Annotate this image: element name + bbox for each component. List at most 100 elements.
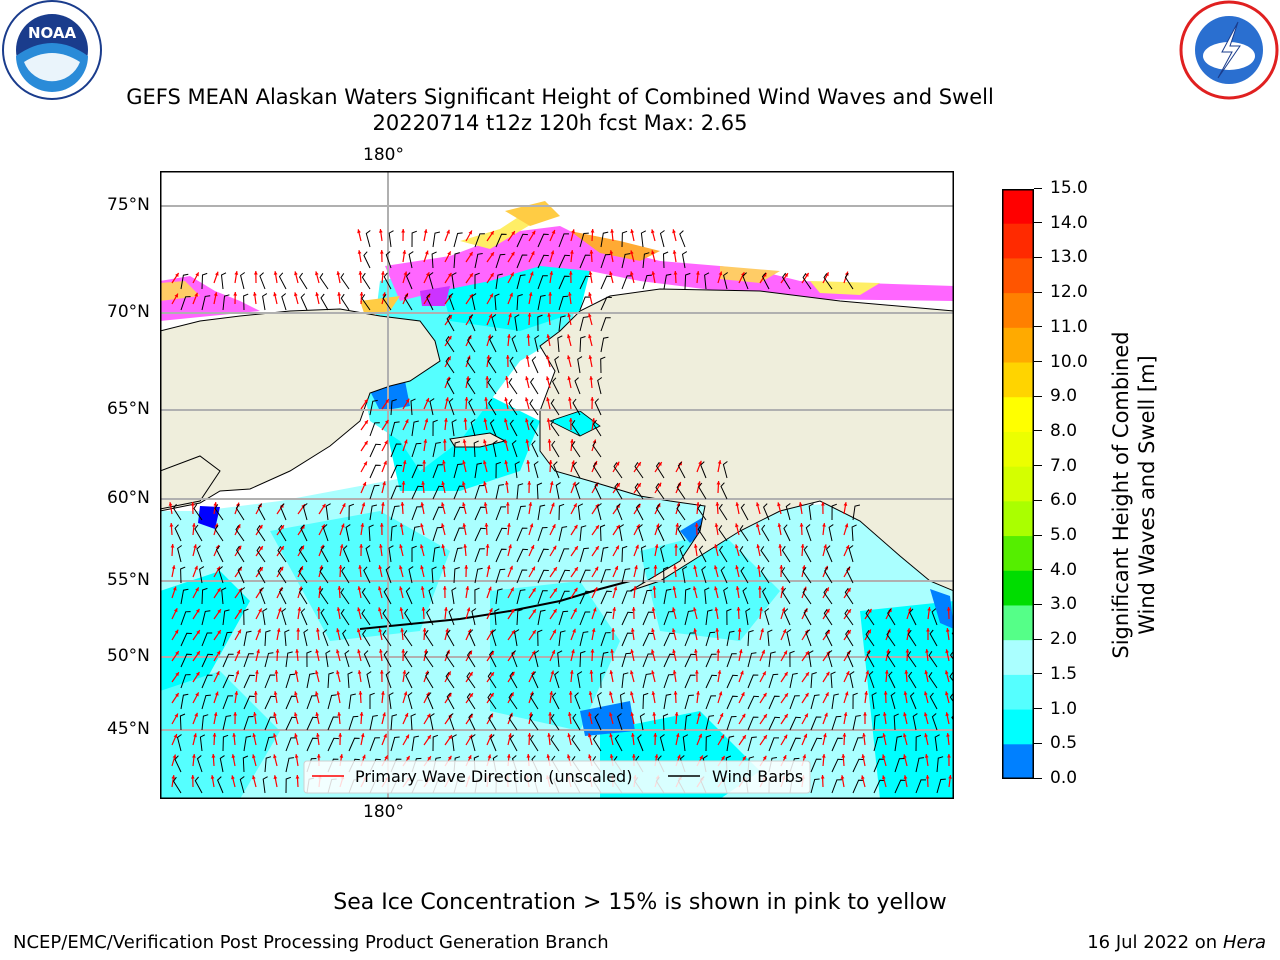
wind-barb bbox=[508, 714, 518, 731]
wind-barb bbox=[852, 758, 864, 773]
wave-direction-arrowhead bbox=[174, 713, 178, 718]
wind-barb bbox=[909, 608, 917, 626]
wind-barb bbox=[621, 545, 628, 563]
wind-barb bbox=[825, 629, 833, 647]
wave-direction-arrowhead bbox=[342, 503, 346, 508]
wind-barb bbox=[243, 608, 249, 626]
wind-barb bbox=[474, 567, 483, 584]
wave-direction-arrowhead bbox=[550, 670, 555, 675]
wave-direction-arrowhead bbox=[609, 250, 614, 254]
wind-barb bbox=[180, 273, 189, 290]
wind-barb bbox=[747, 652, 757, 668]
wave-direction-arrowhead bbox=[510, 272, 514, 277]
wind-barb bbox=[176, 734, 182, 752]
wave-direction-arrowhead bbox=[253, 271, 258, 275]
wave-direction-arrowhead bbox=[337, 292, 341, 296]
wind-barb bbox=[577, 671, 583, 689]
wind-barb bbox=[594, 713, 602, 731]
wind-barb bbox=[823, 608, 833, 626]
wind-barb bbox=[474, 485, 485, 500]
wave-direction-arrowhead bbox=[718, 691, 723, 696]
wind-barb bbox=[509, 419, 518, 437]
wave-direction-arrowhead bbox=[948, 775, 952, 779]
wind-barb bbox=[235, 525, 245, 542]
wind-barb bbox=[179, 713, 186, 731]
wind-barb bbox=[369, 443, 381, 458]
wind-barb bbox=[453, 567, 460, 584]
wave-direction-arrowhead bbox=[339, 544, 344, 548]
wind-barb bbox=[621, 632, 633, 647]
wind-barb bbox=[516, 589, 526, 605]
wave-direction-arrowhead bbox=[378, 565, 383, 570]
wave-direction-arrowhead bbox=[553, 609, 557, 613]
wave-direction-arrowhead bbox=[421, 607, 426, 611]
wave-direction-arrowhead bbox=[845, 671, 850, 676]
wave-direction-arrowhead bbox=[945, 649, 949, 654]
wave-direction-arrowhead bbox=[571, 649, 575, 654]
wave-direction-arrowhead bbox=[531, 251, 535, 256]
wind-barb bbox=[929, 629, 938, 647]
wind-barb bbox=[718, 545, 728, 563]
wave-direction-arrowhead bbox=[924, 712, 928, 717]
wind-barb bbox=[600, 632, 611, 647]
wave-direction-arrowhead bbox=[611, 628, 615, 632]
wind-barb bbox=[180, 611, 191, 626]
wind-barb bbox=[222, 653, 234, 668]
wind-barb bbox=[873, 736, 883, 752]
wave-direction-arrowhead bbox=[444, 607, 448, 611]
wind-barb bbox=[660, 545, 665, 563]
wave-direction-arrowhead bbox=[654, 544, 659, 548]
wind-barb bbox=[243, 735, 252, 752]
wind-barb bbox=[810, 758, 822, 773]
wave-direction-arrowhead bbox=[714, 523, 719, 527]
wind-barb bbox=[385, 671, 392, 689]
wind-barb bbox=[298, 545, 308, 563]
wave-direction-arrowhead bbox=[924, 670, 929, 675]
wave-direction-arrowhead bbox=[699, 755, 703, 760]
wave-direction-arrowhead bbox=[693, 586, 697, 591]
wind-barb bbox=[180, 588, 189, 605]
wind-barb bbox=[366, 671, 372, 689]
wind-barb bbox=[720, 566, 728, 584]
wind-barb bbox=[511, 440, 518, 458]
wave-direction-arrowhead bbox=[336, 649, 340, 654]
map-legend: Primary Wave Direction (unscaled) Wind B… bbox=[303, 760, 811, 794]
wind-barb bbox=[616, 503, 623, 521]
wave-direction-arrowhead bbox=[259, 567, 263, 572]
wind-barb bbox=[516, 294, 523, 311]
wave-direction-arrowhead bbox=[547, 439, 552, 443]
wind-barb bbox=[740, 566, 749, 584]
wind-barb bbox=[468, 398, 476, 416]
wind-barb bbox=[929, 692, 938, 710]
wave-direction-arrowhead bbox=[843, 502, 848, 506]
wave-direction-arrowhead bbox=[294, 292, 298, 297]
colorbar-segment bbox=[1002, 223, 1034, 259]
wave-direction-arrowhead bbox=[715, 628, 720, 632]
wave-direction-arrowhead bbox=[946, 607, 951, 611]
wave-direction-arrowhead bbox=[531, 230, 536, 235]
wind-barb bbox=[453, 252, 460, 269]
wind-barb bbox=[698, 545, 707, 563]
wave-direction-arrowhead bbox=[175, 693, 179, 697]
wind-barb bbox=[783, 608, 791, 626]
wind-barb bbox=[537, 590, 548, 605]
wind-barb bbox=[172, 776, 182, 794]
wind-barb bbox=[682, 734, 689, 752]
wind-barb bbox=[634, 483, 644, 500]
wave-direction-arrowhead bbox=[784, 273, 788, 278]
wave-direction-arrowhead bbox=[422, 628, 427, 632]
wind-barb bbox=[572, 398, 581, 416]
wave-direction-arrowhead bbox=[359, 292, 364, 296]
wind-barb bbox=[446, 692, 455, 710]
wind-barb bbox=[196, 545, 203, 563]
wind-barb bbox=[894, 779, 906, 794]
wave-direction-arrowhead bbox=[318, 586, 322, 590]
wave-direction-arrowhead bbox=[821, 754, 826, 758]
wind-barb bbox=[243, 653, 254, 668]
wind-barb bbox=[453, 485, 465, 500]
wave-direction-arrowhead bbox=[738, 649, 743, 654]
wind-barb bbox=[201, 694, 211, 710]
wave-direction-arrowhead bbox=[441, 544, 446, 549]
wind-barb bbox=[655, 461, 665, 479]
wind-barb bbox=[369, 692, 375, 709]
